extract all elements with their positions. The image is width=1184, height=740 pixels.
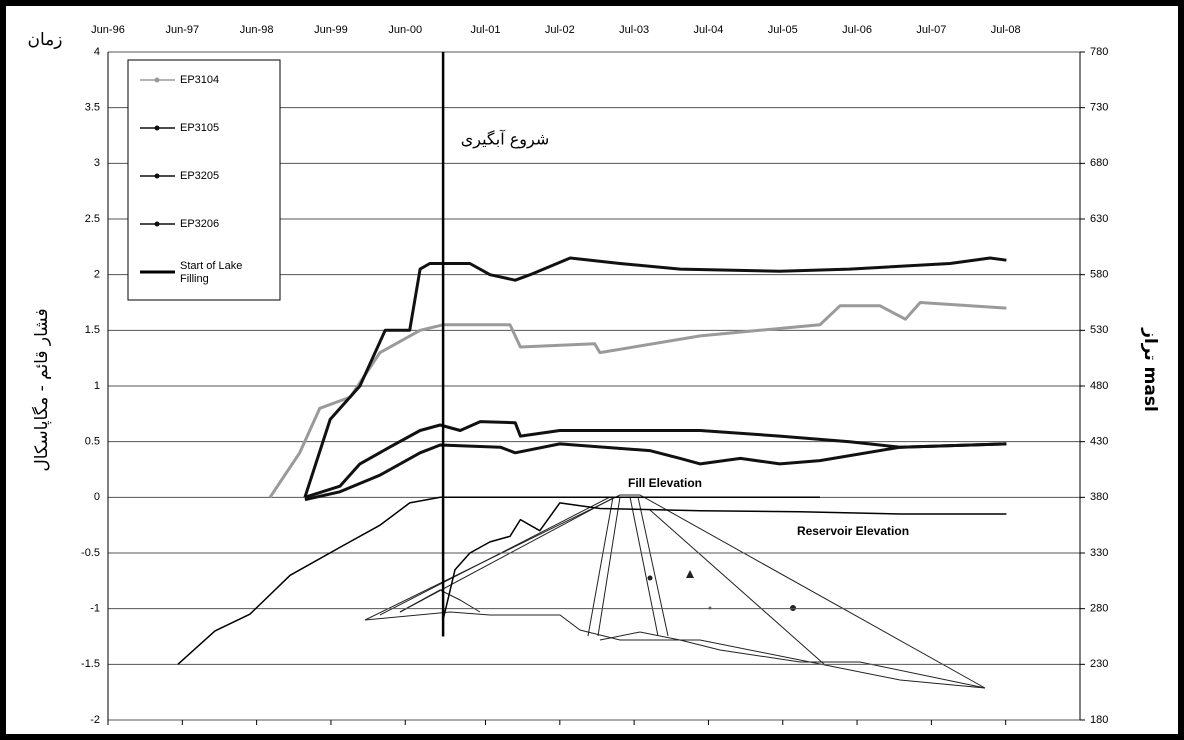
legend: EP3104 EP3105 EP3205 EP3206 Start of Lake Fil…: [127, 59, 281, 301]
y2-axis-title: تراز masl: [1140, 327, 1160, 412]
x-tick-label: Jun-98: [240, 24, 274, 36]
y-tick-label: -2: [90, 714, 100, 726]
y-tick-label: 4: [94, 46, 100, 58]
x-tick-label: Jul-02: [545, 24, 575, 36]
y2-tick-label: 430: [1090, 436, 1108, 448]
annotation: Reservoir Elevation: [797, 524, 909, 538]
legend-marker: [154, 173, 160, 179]
y-tick-label: 0: [94, 491, 100, 503]
y-tick-label: -1: [90, 603, 100, 615]
y2-tick-label: 180: [1090, 714, 1108, 726]
y2-tick-label: 480: [1090, 380, 1108, 392]
y2-tick-label: 730: [1090, 102, 1108, 114]
x-tick-label: Jun-00: [388, 24, 422, 36]
x-tick-label: Jul-01: [471, 24, 501, 36]
y2-tick-label: 380: [1090, 491, 1108, 503]
x-tick-label: Jul-04: [693, 24, 723, 36]
legend-label: EP3206: [180, 218, 219, 230]
y-tick-label: -0.5: [81, 547, 100, 559]
legend-label: EP3105: [180, 122, 219, 134]
y-tick-label: 3: [94, 157, 100, 169]
legend-marker: [154, 77, 160, 83]
y2-tick-label: 330: [1090, 547, 1108, 559]
y2-tick-label: 530: [1090, 324, 1108, 336]
y2-tick-label: 630: [1090, 213, 1108, 225]
y2-tick-label: 580: [1090, 269, 1108, 281]
x-tick-label: Jul-07: [916, 24, 946, 36]
y2-tick-label: 230: [1090, 658, 1108, 670]
y-tick-label: 1.5: [85, 324, 100, 336]
x-tick-label: Jul-03: [619, 24, 649, 36]
y-tick-label: 0.5: [85, 436, 100, 448]
x-tick-label: Jun-96: [91, 24, 125, 36]
x-axis-title: زمان: [28, 30, 63, 50]
x-tick-label: Jul-06: [842, 24, 872, 36]
y-tick-label: 2: [94, 269, 100, 281]
dam-section: [364, 494, 986, 689]
legend-label: Start of Lake Filling: [180, 260, 242, 285]
legend-label: EP3104: [180, 74, 219, 86]
x-tick-label: Jul-05: [768, 24, 798, 36]
x-tick-label: Jun-99: [314, 24, 348, 36]
y-tick-label: 1: [94, 380, 100, 392]
series-line: [177, 496, 820, 665]
annotation: شروع آبگیری: [461, 130, 550, 150]
y-tick-label: 2.5: [85, 213, 100, 225]
series-line: [303, 256, 1007, 498]
y-axis-title: فشار قائم - مگاپاسکال: [31, 308, 52, 471]
y2-tick-label: 280: [1090, 603, 1108, 615]
annotation: Fill Elevation: [628, 476, 702, 490]
series-line: [304, 420, 1007, 499]
series-line: [442, 502, 1007, 620]
y2-tick-label: 680: [1090, 157, 1108, 169]
y-tick-label: 3.5: [85, 102, 100, 114]
legend-box: [127, 59, 281, 301]
y2-tick-label: 780: [1090, 46, 1108, 58]
series-line: [304, 442, 1007, 502]
y-tick-label: -1.5: [81, 658, 100, 670]
legend-marker: [154, 221, 160, 227]
x-tick-label: Jun-97: [165, 24, 199, 36]
legend-label: EP3205: [180, 170, 219, 182]
legend-marker: [154, 125, 160, 131]
x-tick-label: Jul-08: [991, 24, 1021, 36]
